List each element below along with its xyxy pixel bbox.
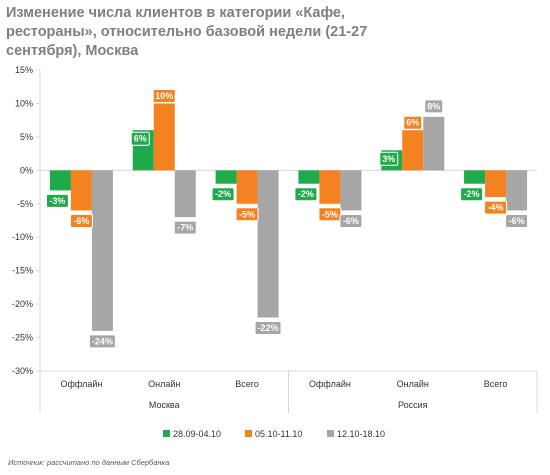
bar xyxy=(70,170,92,211)
y-tick-label: -15% xyxy=(12,266,33,276)
y-tick-label: -10% xyxy=(12,232,33,242)
data-label-box xyxy=(45,193,69,208)
x-category-label: Оффлайн xyxy=(60,379,102,389)
data-label: -3% xyxy=(49,196,65,206)
data-label-box xyxy=(403,115,423,130)
bar xyxy=(215,170,237,184)
bar xyxy=(402,130,424,171)
bar xyxy=(464,170,486,184)
y-tick-label: 10% xyxy=(15,98,33,108)
data-label: -5% xyxy=(239,209,255,219)
bar xyxy=(485,170,507,198)
data-label-box xyxy=(424,99,444,114)
data-label: -6% xyxy=(73,216,89,226)
bar xyxy=(506,170,528,211)
bar xyxy=(319,170,341,204)
x-category-label: Всего xyxy=(484,379,508,389)
data-label: -6% xyxy=(343,216,359,226)
legend-swatch xyxy=(327,430,334,437)
y-tick-label: -5% xyxy=(17,199,33,209)
data-label-box xyxy=(460,187,484,202)
data-label: -7% xyxy=(177,223,193,233)
y-tick-label: 5% xyxy=(20,132,33,142)
bar xyxy=(49,170,71,191)
legend-swatch xyxy=(163,430,170,437)
data-label-box xyxy=(152,88,176,103)
data-labels-layer: -3% 6% -2% -2% 3% -2% -6% 10% -5% -5% 6% -4% -24% -7%… xyxy=(45,88,529,349)
legend: 28.09-04.10 05.10-11.10 12.10-18.10 xyxy=(163,429,385,439)
data-label: -2% xyxy=(215,189,231,199)
x-category-label: Всего xyxy=(235,379,259,389)
data-label-box xyxy=(484,200,508,215)
y-tick-label: -20% xyxy=(12,299,33,309)
x-group-label: Москва xyxy=(149,400,180,410)
data-label: -2% xyxy=(464,189,480,199)
source-note: Источник: рассчитано по данным Сбербанка xyxy=(8,458,170,467)
data-label-box xyxy=(211,187,235,202)
data-label-box xyxy=(254,320,282,335)
data-label-box xyxy=(339,213,363,228)
bar xyxy=(257,170,279,318)
data-label: 3% xyxy=(382,154,395,164)
bar xyxy=(174,170,196,218)
data-label: 8% xyxy=(427,101,440,111)
chart-title: Изменение числа клиентов в категории «Ка… xyxy=(6,5,368,59)
data-label: -5% xyxy=(322,209,338,219)
legend-label: 12.10-18.10 xyxy=(337,429,385,439)
x-category-label: Онлайн xyxy=(397,379,429,389)
legend-swatch xyxy=(245,430,252,437)
data-label: 6% xyxy=(406,118,419,128)
data-label-box xyxy=(379,151,399,166)
y-tick-label: -30% xyxy=(12,366,33,376)
data-label: -2% xyxy=(298,189,314,199)
y-tick-label: -25% xyxy=(12,333,33,343)
bar xyxy=(298,170,320,184)
x-group-label: Россия xyxy=(398,400,428,410)
legend-label: 28.09-04.10 xyxy=(173,429,221,439)
bar xyxy=(153,103,175,171)
bar xyxy=(340,170,362,211)
data-label-box xyxy=(294,187,318,202)
bar xyxy=(423,116,445,171)
bar xyxy=(236,170,258,204)
legend-label: 05.10-11.10 xyxy=(255,429,302,439)
data-label: 10% xyxy=(155,91,173,101)
bars-layer xyxy=(49,103,528,331)
data-label: -4% xyxy=(488,203,504,213)
bar xyxy=(91,170,113,331)
data-label-box xyxy=(505,213,529,228)
data-label-box xyxy=(88,334,116,349)
data-label: 6% xyxy=(134,134,147,144)
data-label-box xyxy=(130,131,150,146)
data-label: -22% xyxy=(258,323,279,333)
x-category-label: Оффлайн xyxy=(309,379,351,389)
x-category-label: Онлайн xyxy=(148,379,180,389)
y-tick-label: 0% xyxy=(20,165,33,175)
data-label-box xyxy=(235,207,259,222)
data-label-box xyxy=(69,213,93,228)
y-tick-label: 15% xyxy=(15,65,33,75)
axis-layer: 15% 10% 5% 0% -5% -10% -15% -20% -25% -30% Оффлайн… xyxy=(12,65,538,413)
data-label-box xyxy=(173,220,197,235)
data-label: -24% xyxy=(92,336,113,346)
data-label: -6% xyxy=(509,216,525,226)
